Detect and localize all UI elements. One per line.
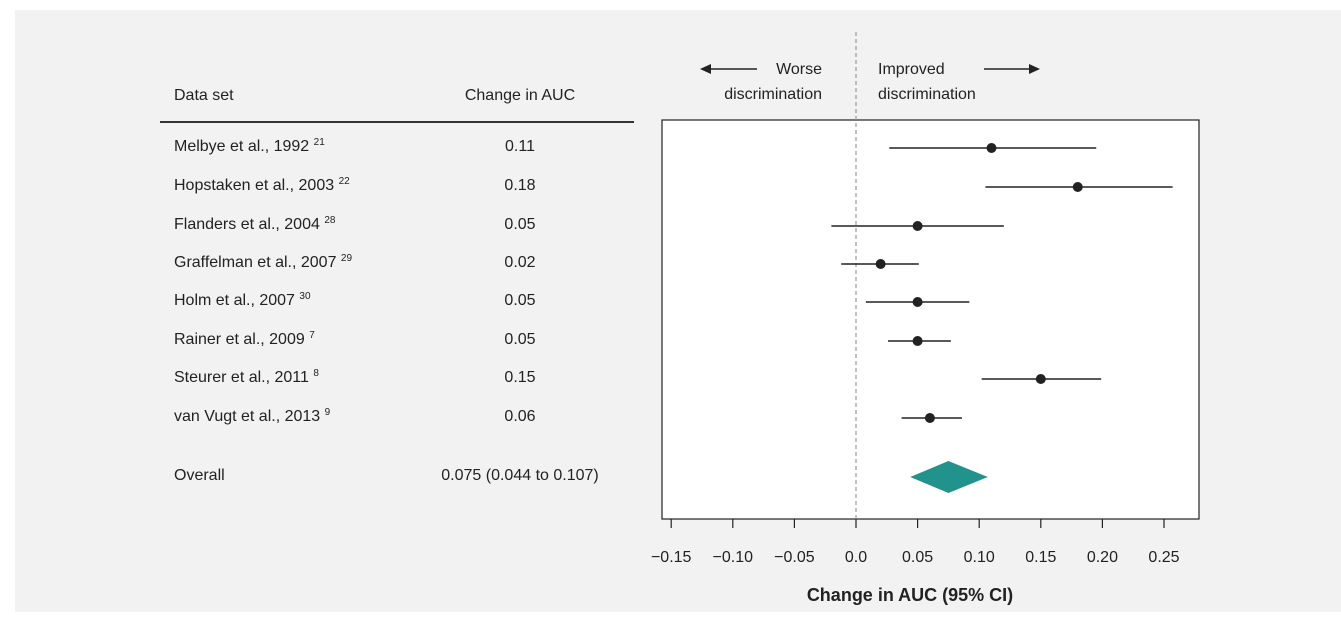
point-estimate xyxy=(875,259,886,269)
study-value: 0.18 xyxy=(504,177,536,194)
point-estimate xyxy=(986,143,997,153)
x-tick-label: 0.25 xyxy=(1148,549,1179,566)
x-tick-label: 0.0 xyxy=(845,549,867,566)
x-tick-label: −0.05 xyxy=(774,549,815,566)
reference-number: 7 xyxy=(309,330,315,341)
overall-diamond xyxy=(910,461,988,493)
reference-number: 9 xyxy=(324,407,331,418)
study-value: 0.15 xyxy=(504,369,536,386)
annotation-worse-line2: discrimination xyxy=(724,86,822,103)
study-name: Holm et al., 2007 xyxy=(174,292,295,309)
study-value: 0.11 xyxy=(505,138,535,155)
overall-value: 0.075 (0.044 to 0.107) xyxy=(441,467,599,484)
reference-number: 22 xyxy=(338,176,350,187)
header-change-in-auc: Change in AUC xyxy=(464,87,576,104)
study-label: Holm et al., 2007 30 xyxy=(174,292,311,310)
study-name: Flanders et al., 2004 xyxy=(174,216,320,233)
study-value: 0.02 xyxy=(504,254,536,271)
study-name: Hopstaken et al., 2003 xyxy=(174,177,335,194)
x-tick-label: −0.10 xyxy=(713,549,754,566)
arrow-right-icon xyxy=(984,64,1040,74)
reference-number: 21 xyxy=(313,137,325,148)
annotation-improved-line2: discrimination xyxy=(878,86,976,103)
point-estimate xyxy=(912,336,923,346)
study-label: Graffelman et al., 2007 29 xyxy=(174,254,352,272)
overall-label: Overall xyxy=(174,467,225,484)
plot-area xyxy=(661,119,1200,520)
x-axis-label: Change in AUC (95% CI) xyxy=(807,585,1013,605)
study-label: Hopstaken et al., 2003 22 xyxy=(174,177,350,195)
point-estimate xyxy=(1035,374,1046,384)
x-tick-label: 0.15 xyxy=(1025,549,1056,566)
study-label: Melbye et al., 1992 21 xyxy=(174,138,325,156)
study-label: van Vugt et al., 2013 9 xyxy=(174,408,330,426)
arrow-left-icon xyxy=(700,64,757,74)
reference-number: 28 xyxy=(324,215,336,226)
study-value: 0.05 xyxy=(504,292,536,309)
annotation-improved-line1: Improved xyxy=(878,61,945,78)
study-label: Rainer et al., 2009 7 xyxy=(174,331,315,349)
reference-number: 29 xyxy=(340,253,353,264)
x-tick-label: 0.10 xyxy=(964,549,995,566)
header-rule xyxy=(160,121,634,123)
study-name: Melbye et al., 1992 xyxy=(174,138,310,155)
point-estimate xyxy=(912,221,923,231)
point-estimate xyxy=(1072,182,1083,192)
study-name: van Vugt et al., 2013 xyxy=(174,408,321,425)
study-name: Rainer et al., 2009 xyxy=(174,331,305,348)
point-estimate xyxy=(924,413,935,423)
reference-number: 30 xyxy=(299,291,311,302)
study-label: Steurer et al., 2011 8 xyxy=(174,369,319,387)
annotation-worse-line1: Worse xyxy=(776,61,822,78)
study-value: 0.05 xyxy=(504,216,536,233)
reference-number: 8 xyxy=(313,368,319,379)
study-name: Graffelman et al., 2007 xyxy=(174,254,337,271)
x-tick-label: 0.20 xyxy=(1087,549,1118,566)
x-tick-label: −0.15 xyxy=(651,549,692,566)
header-data-set: Data set xyxy=(174,87,234,104)
study-name: Steurer et al., 2011 xyxy=(174,369,309,386)
x-tick-label: 0.05 xyxy=(902,549,933,566)
study-value: 0.06 xyxy=(504,408,536,425)
study-label: Flanders et al., 2004 28 xyxy=(174,216,335,234)
point-estimate xyxy=(912,297,923,307)
study-value: 0.05 xyxy=(504,331,536,348)
